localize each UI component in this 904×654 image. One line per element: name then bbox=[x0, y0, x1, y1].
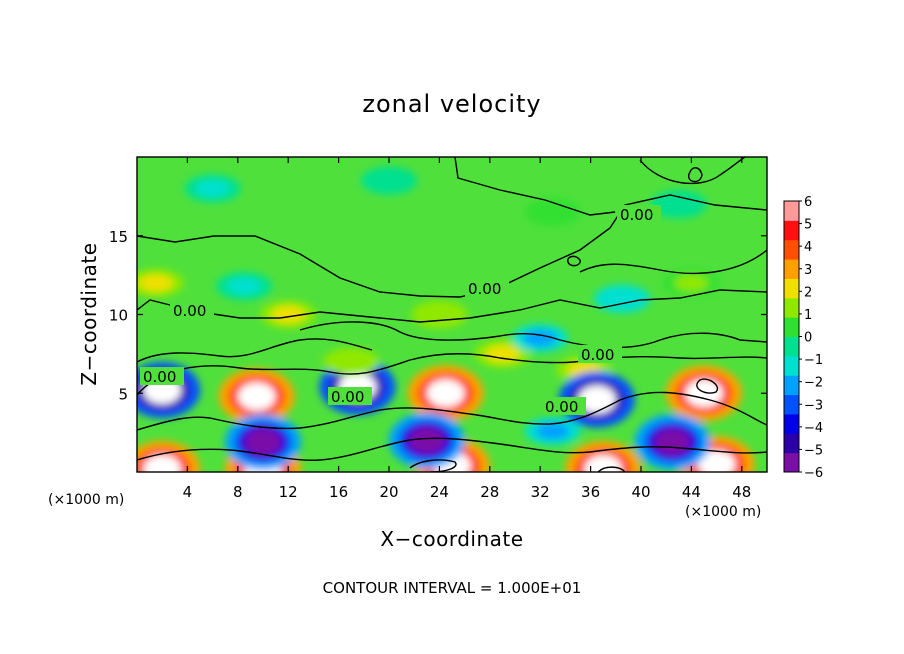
contour-line-right-loop bbox=[688, 167, 703, 183]
contour-line-lower2 bbox=[137, 391, 767, 431]
contour-line-lower3 bbox=[137, 437, 767, 461]
velocity-max-blob bbox=[237, 382, 276, 411]
colorbar-segment bbox=[784, 220, 799, 241]
velocity-min-blob bbox=[605, 290, 639, 308]
x-tick-label: 32 bbox=[531, 483, 550, 501]
colorbar-segment bbox=[784, 413, 799, 434]
contour-label: 0.00 bbox=[468, 280, 501, 298]
colorbar-segment bbox=[784, 452, 799, 473]
colorbar-segment bbox=[784, 317, 799, 337]
zero-contours bbox=[137, 157, 767, 472]
contour-label: 0.00 bbox=[331, 388, 364, 406]
contour-line-closed-bottom bbox=[409, 459, 457, 472]
velocity-min-blob bbox=[653, 428, 692, 457]
colorbar-segment bbox=[784, 433, 799, 454]
velocity-min-blob bbox=[536, 422, 570, 440]
contour-label: 0.00 bbox=[173, 302, 206, 320]
velocity-min-blob bbox=[244, 428, 282, 457]
x-unit-label-right: (×1000 m) bbox=[685, 504, 761, 520]
colorbar-segment bbox=[784, 336, 799, 357]
x-tick-label: 36 bbox=[581, 483, 600, 501]
x-tick-label: 16 bbox=[329, 483, 348, 501]
velocity-max-blob bbox=[143, 454, 182, 472]
velocity-max-blob bbox=[334, 353, 369, 371]
y-tick-label: 10 bbox=[109, 307, 128, 325]
colorbar-tick-label: −5 bbox=[804, 443, 823, 458]
x-tick-label: 48 bbox=[732, 483, 751, 501]
colorbar-tick-label: 3 bbox=[804, 263, 812, 278]
colorbar-tick-label: 1 bbox=[804, 308, 812, 323]
velocity-max-blob bbox=[485, 345, 520, 363]
colorbar-tick-label: −1 bbox=[804, 353, 823, 368]
colorbar-segment bbox=[784, 259, 799, 279]
x-tick-label: 44 bbox=[682, 483, 701, 501]
colorbar-tick-label: −6 bbox=[804, 466, 823, 481]
colorbar-tick-label: 6 bbox=[804, 195, 812, 210]
x-tick-label: 8 bbox=[233, 483, 243, 501]
colorbar-segment bbox=[784, 375, 799, 396]
velocity-max-blob bbox=[536, 203, 570, 221]
colorbar-tick-label: 4 bbox=[804, 240, 812, 255]
contour-line-closed-bottom2 bbox=[597, 466, 626, 472]
plot-area: 0.00 0.00 0.00 0.00 0.00 0.00 0.00 bbox=[137, 157, 767, 472]
contour-labels: 0.00 0.00 0.00 0.00 0.00 0.00 0.00 bbox=[140, 205, 661, 416]
contour-label: 0.00 bbox=[143, 368, 176, 386]
x-tick-label: 28 bbox=[480, 483, 499, 501]
velocity-max-blob bbox=[697, 450, 736, 472]
contour-interval-note: CONTOUR INTERVAL = 1.000E+01 bbox=[323, 579, 582, 597]
x-tick-label: 40 bbox=[631, 483, 650, 501]
colorbar-tick-label: −2 bbox=[804, 376, 823, 391]
x-axis: 4 8 12 16 20 24 28 32 36 40 44 48 bbox=[183, 157, 751, 501]
velocity-min-blob bbox=[407, 426, 446, 455]
colorbar: 6 5 4 3 2 1 0 −1 −2 −3 −4 −5 −6 bbox=[783, 195, 823, 481]
x-axis-title: X−coordinate bbox=[380, 527, 523, 551]
velocity-min-blob bbox=[372, 172, 406, 190]
x-tick-label: 24 bbox=[430, 483, 449, 501]
contour-line-mid3 bbox=[137, 338, 373, 363]
contour-label: 0.00 bbox=[581, 346, 614, 364]
colorbar-segment bbox=[784, 239, 799, 260]
colorbar-segment bbox=[784, 201, 799, 221]
colorbar-tick-label: −4 bbox=[804, 421, 823, 436]
y-tick-label: 5 bbox=[118, 385, 128, 403]
contour-line-top bbox=[454, 157, 616, 216]
velocity-max-blob bbox=[685, 379, 723, 408]
velocity-min-blob bbox=[227, 277, 261, 295]
contour-line-lower1 bbox=[137, 353, 767, 396]
contour-line-upper bbox=[137, 194, 767, 298]
contour-label: 0.00 bbox=[545, 398, 578, 416]
colorbar-segment bbox=[784, 394, 799, 415]
colorbar-tick-label: 0 bbox=[804, 331, 812, 346]
velocity-max-blob bbox=[139, 274, 173, 292]
contour-line-top-right bbox=[639, 157, 746, 185]
colorbar-tick-label: 2 bbox=[804, 285, 812, 300]
velocity-min-blob bbox=[662, 195, 696, 213]
contour-label: 0.00 bbox=[620, 206, 653, 224]
y-axis: 5 10 15 bbox=[109, 228, 767, 403]
velocity-max-blob bbox=[426, 379, 465, 408]
contour-line-closed-right bbox=[696, 378, 719, 394]
x-tick-label: 4 bbox=[183, 483, 193, 501]
velocity-max-blob bbox=[674, 274, 709, 292]
chart-title: zonal velocity bbox=[362, 90, 541, 118]
velocity-field bbox=[137, 166, 755, 472]
colorbar-tick-label: −3 bbox=[804, 398, 823, 413]
x-unit-label-left: (×1000 m) bbox=[48, 492, 124, 508]
velocity-min-blob bbox=[195, 180, 230, 197]
colorbar-segment bbox=[784, 355, 799, 376]
contour-line-small-loop bbox=[567, 255, 581, 267]
x-tick-label: 12 bbox=[279, 483, 298, 501]
velocity-max-blob bbox=[422, 306, 457, 323]
x-tick-label: 20 bbox=[379, 483, 398, 501]
colorbar-segment bbox=[784, 278, 799, 299]
colorbar-segment bbox=[784, 297, 799, 318]
y-tick-label: 15 bbox=[109, 228, 128, 246]
y-axis-title: Z−coordinate bbox=[77, 242, 101, 385]
contour-line-upper-right bbox=[579, 249, 767, 275]
contour-line-mid2 bbox=[299, 321, 767, 349]
colorbar-tick-label: 5 bbox=[804, 218, 812, 233]
